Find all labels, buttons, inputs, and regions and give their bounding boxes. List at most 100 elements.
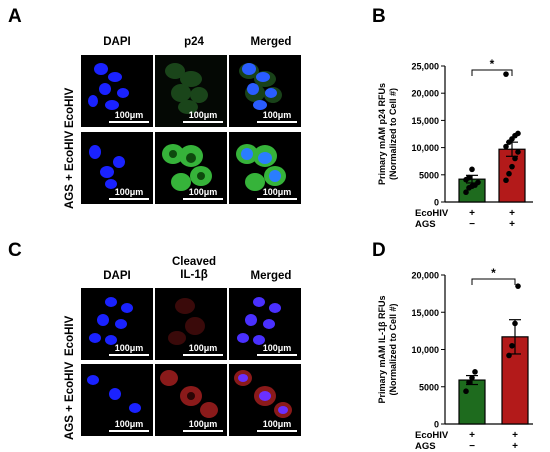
micrograph-a-ecohiv-merged: 100μm — [229, 55, 301, 127]
data-point — [463, 388, 469, 395]
scale-bar-label: 100μm — [114, 187, 144, 197]
group-sign-ags: − — [469, 219, 475, 230]
micrograph-a-ags-p24: 100μm — [155, 132, 227, 204]
significance-star: * — [491, 266, 496, 280]
data-point — [515, 149, 521, 155]
scale-bar — [257, 354, 297, 356]
row-label-ecohiv: EcoHIV — [64, 87, 76, 128]
y-tick-label: 0 — [434, 198, 439, 208]
y-tick-label: 15,000 — [411, 116, 439, 126]
row-label-ags: AGS — [415, 441, 436, 450]
scale-bar — [109, 430, 149, 432]
row-label-ecohiv: EcoHIV — [64, 315, 76, 356]
data-point — [512, 155, 518, 162]
scale-bar-label: 100μm — [114, 110, 144, 120]
row-label-ecohiv: EcoHIV — [415, 430, 449, 441]
group-sign-ags: + — [509, 219, 515, 230]
scale-bar-label: 100μm — [262, 419, 292, 429]
y-tick-label: 20,000 — [411, 89, 439, 99]
data-point — [515, 130, 521, 137]
col-header-il1b: Cleaved IL-1β — [154, 256, 234, 282]
y-tick-label: 10,000 — [411, 345, 439, 355]
col-header-merged: Merged — [250, 36, 292, 48]
significance-bracket — [471, 69, 513, 76]
data-point — [472, 369, 478, 375]
chart-d: 0 5000 10,000 15,000 20,000 Primary mAM IL-1β… — [377, 266, 533, 450]
y-tick-label: 5000 — [419, 170, 439, 180]
col-header-dapi: DAPI — [103, 270, 131, 282]
data-point — [463, 189, 469, 196]
chart-b: 0 5000 10,000 15,000 20,000 25,000 Primary mAM… — [377, 57, 533, 230]
scale-bar — [183, 198, 223, 200]
data-point — [515, 283, 521, 289]
y-tick-label: 25,000 — [411, 62, 439, 72]
micrograph-a-ags-merged: 100μm — [229, 132, 301, 204]
data-point — [503, 143, 509, 150]
scale-bar — [183, 354, 223, 356]
micrograph-c-ags-merged: 100μm — [229, 364, 301, 436]
data-point — [469, 375, 475, 381]
significance-bracket — [471, 278, 516, 285]
scale-bar-label: 100μm — [262, 110, 292, 120]
scale-bar — [257, 198, 297, 200]
y-tick-label: 20,000 — [411, 271, 439, 281]
scale-bar — [257, 121, 297, 123]
y-tick-label: 0 — [434, 420, 439, 430]
bar — [498, 148, 526, 203]
row-label-ecohiv: EcoHIV — [415, 208, 449, 219]
data-point — [469, 166, 475, 173]
group-sign-ecohiv: + — [469, 430, 475, 441]
scale-bar — [109, 198, 149, 200]
scale-bar — [183, 430, 223, 432]
scale-bar-label: 100μm — [114, 419, 144, 429]
scale-bar — [109, 354, 149, 356]
group-sign-ecohiv: + — [512, 430, 518, 441]
scale-bar-label: 100μm — [188, 343, 218, 353]
group-sign-ags: − — [469, 441, 475, 450]
scale-bar-label: 100μm — [262, 343, 292, 353]
data-point — [466, 379, 472, 386]
group-sign-ecohiv: + — [469, 208, 475, 219]
micrograph-a-ecohiv-dapi: 100μm — [81, 55, 153, 127]
col-header-merged: Merged — [250, 270, 292, 282]
micrograph-c-ags-dapi: 100μm — [81, 364, 153, 436]
y-axis-label: (Normalized to Cell #) — [388, 88, 398, 180]
micrograph-c-ecohiv-dapi: 100μm — [81, 288, 153, 360]
y-axis-label: Primary mAM p24 RFUs — [377, 83, 387, 185]
data-point — [506, 170, 512, 177]
scale-bar-label: 100μm — [114, 343, 144, 353]
scale-bar — [257, 430, 297, 432]
panel-label-c: C — [8, 240, 22, 261]
scale-bar — [183, 121, 223, 123]
micrograph-a-ags-dapi: 100μm — [81, 132, 153, 204]
micrograph-c-ecohiv-merged: 100μm — [229, 288, 301, 360]
scale-bar-label: 100μm — [262, 187, 292, 197]
row-label-ags-ecohiv: AGS + EcoHIV — [64, 130, 76, 209]
col-header-il1b-line2: IL-1β — [180, 269, 208, 281]
significance-star: * — [490, 57, 495, 71]
micrograph-c-ags-il1b: 100μm — [155, 364, 227, 436]
scale-bar-label: 100μm — [188, 187, 218, 197]
y-axis-label: (Normalized to Cell #) — [388, 303, 398, 395]
data-point — [466, 174, 472, 181]
col-header-dapi: DAPI — [103, 36, 131, 48]
data-point — [506, 352, 512, 359]
group-sign-ags: + — [512, 441, 518, 450]
y-tick-label: 10,000 — [411, 143, 439, 153]
data-point — [512, 320, 518, 327]
data-point — [503, 177, 509, 184]
row-label-ags-ecohiv: AGS + EcoHIV — [64, 361, 76, 440]
y-tick-label: 15,000 — [411, 308, 439, 318]
data-point — [509, 342, 515, 349]
data-point — [509, 163, 515, 170]
panel-label-d: D — [372, 240, 386, 261]
bar — [458, 379, 486, 425]
data-point — [475, 179, 481, 186]
y-axis-label: Primary mAM IL-1β RFUs — [377, 295, 387, 403]
group-sign-ecohiv: + — [509, 208, 515, 219]
col-header-il1b-line1: Cleaved — [171, 256, 217, 268]
micrograph-a-ecohiv-p24: 100μm — [155, 55, 227, 127]
row-label-ags: AGS — [415, 219, 436, 230]
data-point — [503, 71, 509, 77]
scale-bar-label: 100μm — [188, 110, 218, 120]
